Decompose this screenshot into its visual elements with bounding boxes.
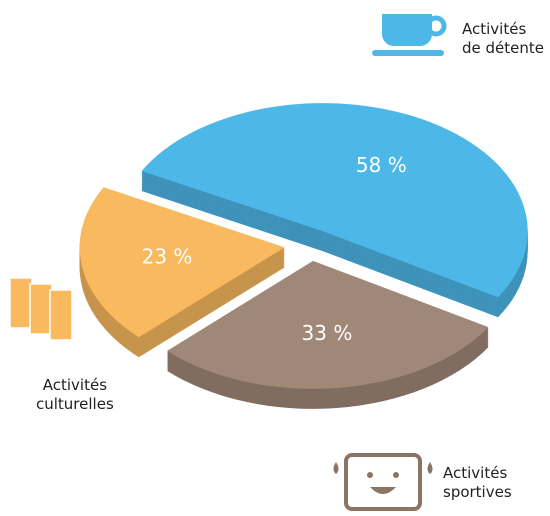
value-label: 58 % [356, 153, 407, 177]
category-label: Activités culturelles [36, 376, 114, 413]
slice [167, 260, 489, 389]
value-label: 23 % [142, 245, 193, 269]
slice [141, 103, 528, 298]
cup-icon [372, 14, 447, 56]
category-label: Activités sportives [443, 464, 512, 501]
sport-icon [333, 453, 433, 511]
category-label: Activités de détente [462, 20, 544, 57]
value-label: 33 % [302, 321, 353, 345]
books-icon [9, 277, 73, 341]
slice [79, 187, 285, 338]
